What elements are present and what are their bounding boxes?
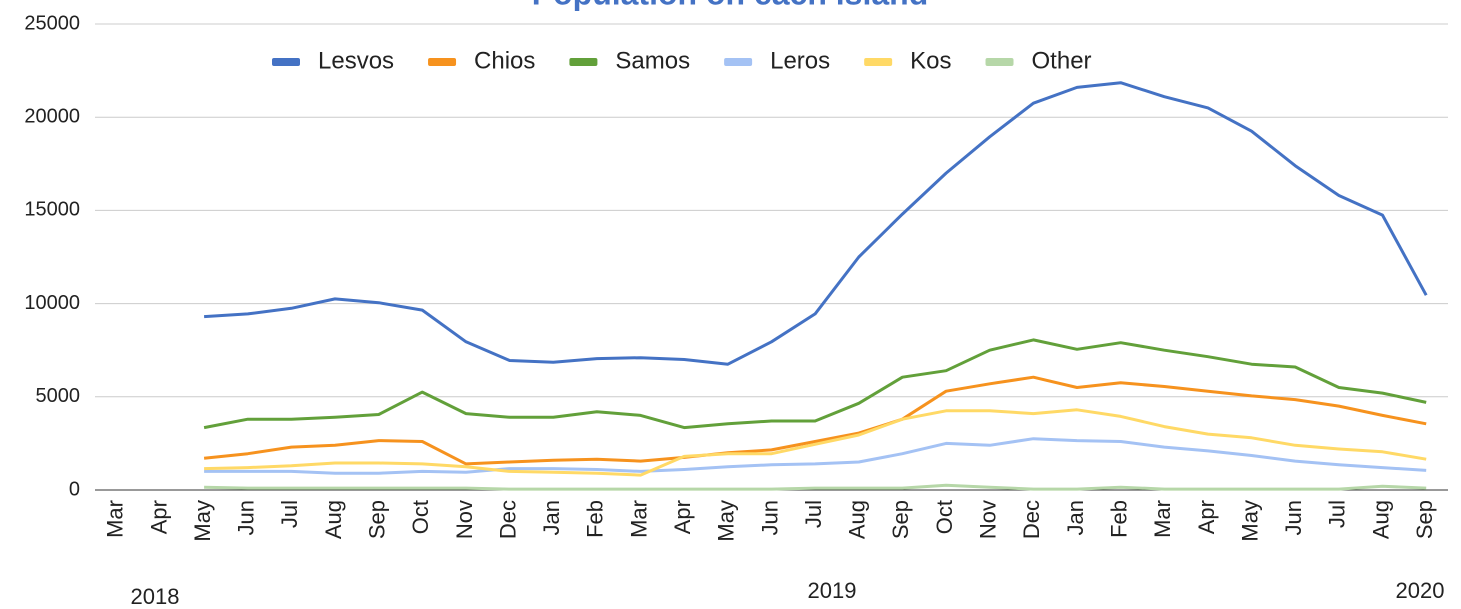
series-line [204, 408, 1427, 477]
legend-swatch [569, 58, 598, 66]
x-tick-label: Aug [321, 500, 346, 539]
x-tick-label: Oct [408, 500, 433, 534]
legend-swatch [985, 58, 1014, 66]
x-tick-label: Feb [583, 500, 608, 538]
y-tick-label: 0 [69, 478, 80, 500]
y-tick-label: 25000 [24, 12, 80, 34]
x-tick-label: Jul [801, 500, 826, 528]
legend-label: Lesvos [318, 47, 394, 74]
x-tick-label: Mar [1150, 500, 1175, 538]
x-tick-label: Mar [626, 500, 651, 538]
x-tick-label: Mar [103, 500, 128, 538]
x-tick-label: Feb [1106, 500, 1131, 538]
x-tick-label: Jun [1281, 500, 1306, 535]
y-tick-label: 20000 [24, 105, 80, 127]
year-label: 2020 [1396, 578, 1445, 603]
x-tick-label: Oct [932, 500, 957, 534]
x-tick-label: Sep [1412, 500, 1437, 539]
series-line [203, 338, 1427, 430]
legend-swatch [864, 58, 893, 66]
legend-swatch [272, 58, 300, 66]
x-tick-label: Aug [1368, 500, 1393, 539]
x-tick-label: Jun [757, 500, 782, 535]
x-tick-label: Nov [976, 500, 1001, 539]
x-tick-label: May [714, 500, 739, 542]
series-line [204, 437, 1427, 475]
x-tick-label: Apr [146, 500, 171, 534]
legend-label: Leros [770, 47, 830, 74]
x-tick-label: Apr [670, 500, 695, 534]
legend-swatch [724, 58, 753, 66]
x-tick-label: Sep [888, 500, 913, 539]
legend-label: Chios [474, 47, 535, 74]
y-tick-label: 10000 [24, 292, 80, 314]
x-tick-label: Jan [539, 500, 564, 535]
year-label: 2018 [131, 584, 180, 609]
series-line [204, 81, 1428, 366]
x-tick-label: Jan [1063, 500, 1088, 535]
series-line [204, 483, 1427, 491]
x-tick-label: Dec [1019, 500, 1044, 539]
legend-label: Kos [910, 47, 951, 74]
legend-label: Samos [615, 47, 690, 74]
x-tick-label: Jul [1325, 500, 1350, 528]
year-label: 2019 [808, 578, 857, 603]
x-tick-label: Jul [277, 500, 302, 528]
legend-swatch [428, 58, 457, 66]
x-tick-label: Aug [845, 500, 870, 539]
x-tick-label: Dec [495, 500, 520, 539]
x-tick-label: May [1237, 500, 1262, 542]
x-tick-label: Apr [1194, 500, 1219, 534]
legend: Lesvos Chios Samos Leros Kos Other [272, 47, 1092, 74]
legend-label: Other [1032, 47, 1092, 74]
y-tick-label: 15000 [24, 199, 80, 221]
x-tick-label: Nov [452, 500, 477, 539]
x-tick-label: Sep [365, 500, 390, 539]
chart-title: Population on each island [532, 0, 928, 11]
series-line [203, 375, 1427, 466]
y-tick-label: 5000 [36, 385, 81, 407]
x-tick-label: May [190, 500, 215, 542]
x-tick-label: Jun [234, 500, 259, 535]
